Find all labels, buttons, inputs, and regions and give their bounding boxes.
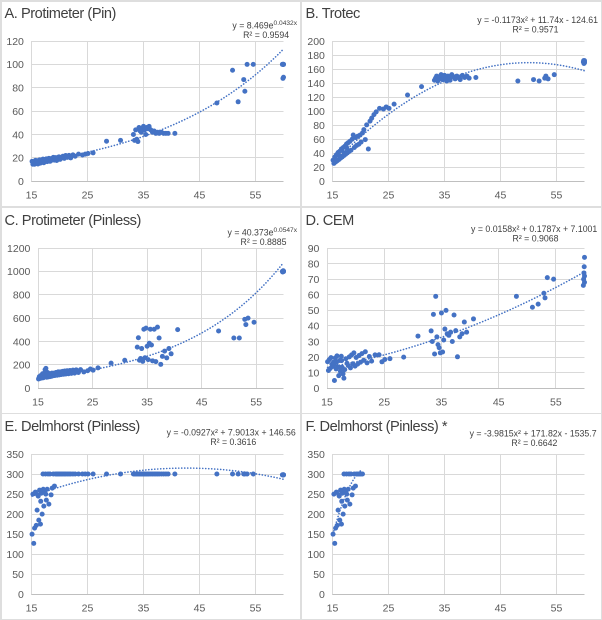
svg-text:R² = 0.9068: R² = 0.9068 [513, 234, 559, 244]
svg-text:50: 50 [313, 569, 325, 581]
svg-text:200: 200 [6, 509, 24, 521]
svg-text:200: 200 [307, 36, 325, 48]
svg-text:120: 120 [6, 36, 24, 48]
svg-text:45: 45 [194, 602, 206, 614]
svg-text:80: 80 [12, 83, 24, 95]
svg-text:45: 45 [194, 189, 206, 201]
svg-text:y = -0.1173x² + 11.74x - 124.6: y = -0.1173x² + 11.74x - 124.61 [477, 15, 598, 25]
svg-text:1000: 1000 [7, 266, 31, 278]
svg-text:250: 250 [6, 489, 24, 501]
svg-text:R² = 0.6642: R² = 0.6642 [511, 438, 557, 448]
svg-text:y = 0.0158x² + 0.1787x + 7.100: y = 0.0158x² + 0.1787x + 7.1001 [471, 224, 597, 234]
svg-text:40: 40 [308, 321, 320, 333]
svg-text:150: 150 [307, 529, 325, 541]
svg-text:55: 55 [250, 396, 262, 408]
svg-text:25: 25 [87, 396, 99, 408]
svg-text:E. Delmhorst (Pinless): E. Delmhorst (Pinless) [5, 419, 140, 435]
svg-text:25: 25 [378, 396, 390, 408]
svg-text:35: 35 [138, 189, 150, 201]
svg-text:40: 40 [313, 148, 325, 160]
svg-text:45: 45 [495, 602, 507, 614]
svg-text:15: 15 [26, 189, 38, 201]
svg-text:40: 40 [12, 129, 24, 141]
svg-text:55: 55 [551, 189, 563, 201]
svg-text:A. Protimeter (Pin): A. Protimeter (Pin) [5, 6, 116, 22]
svg-text:400: 400 [13, 336, 31, 348]
svg-text:y = 8.469e0.0432x: y = 8.469e0.0432x [232, 20, 297, 30]
svg-text:100: 100 [307, 106, 325, 118]
svg-text:180: 180 [307, 50, 325, 62]
svg-text:35: 35 [439, 602, 451, 614]
svg-text:25: 25 [82, 602, 94, 614]
svg-text:0: 0 [25, 383, 31, 395]
svg-text:0: 0 [18, 176, 24, 188]
svg-text:0: 0 [319, 589, 325, 601]
svg-text:45: 45 [495, 189, 507, 201]
svg-text:200: 200 [13, 360, 31, 372]
svg-text:25: 25 [383, 189, 395, 201]
svg-text:50: 50 [308, 305, 320, 317]
svg-text:600: 600 [13, 313, 31, 325]
svg-text:25: 25 [383, 602, 395, 614]
svg-text:35: 35 [138, 602, 150, 614]
svg-text:25: 25 [82, 189, 94, 201]
svg-text:350: 350 [6, 449, 24, 461]
svg-text:20: 20 [12, 153, 24, 165]
svg-text:D. CEM: D. CEM [306, 213, 354, 229]
svg-text:1200: 1200 [7, 243, 31, 255]
svg-text:350: 350 [307, 449, 325, 461]
svg-text:800: 800 [13, 290, 31, 302]
svg-text:90: 90 [308, 243, 320, 255]
svg-text:F. Delmhorst (Pinless) *: F. Delmhorst (Pinless) * [306, 419, 448, 435]
svg-text:10: 10 [308, 368, 320, 380]
svg-text:70: 70 [308, 274, 320, 286]
svg-text:60: 60 [12, 106, 24, 118]
svg-text:15: 15 [327, 189, 339, 201]
svg-text:0: 0 [319, 176, 325, 188]
svg-text:60: 60 [308, 290, 320, 302]
svg-text:y = 40.373e0.0547x: y = 40.373e0.0547x [228, 227, 298, 237]
svg-text:R² = 0.8885: R² = 0.8885 [241, 237, 287, 247]
svg-text:B. Trotec: B. Trotec [306, 6, 360, 22]
svg-text:35: 35 [141, 396, 153, 408]
svg-text:80: 80 [313, 120, 325, 132]
svg-text:15: 15 [327, 602, 339, 614]
svg-text:300: 300 [307, 469, 325, 481]
svg-text:R² = 0.3616: R² = 0.3616 [210, 437, 256, 447]
svg-text:y = -3.9815x² + 171.82x - 1535: y = -3.9815x² + 171.82x - 1535.7 [470, 428, 597, 438]
svg-text:80: 80 [308, 258, 320, 270]
svg-text:15: 15 [32, 396, 44, 408]
svg-text:15: 15 [26, 602, 38, 614]
svg-text:0: 0 [314, 383, 320, 395]
svg-text:20: 20 [313, 162, 325, 174]
svg-text:160: 160 [307, 64, 325, 76]
svg-text:15: 15 [321, 396, 333, 408]
svg-text:100: 100 [307, 549, 325, 561]
svg-text:300: 300 [6, 469, 24, 481]
svg-text:R² = 0.9571: R² = 0.9571 [513, 25, 559, 35]
svg-text:100: 100 [6, 549, 24, 561]
svg-text:C. Protimeter (Pinless): C. Protimeter (Pinless) [5, 213, 141, 229]
svg-text:200: 200 [307, 509, 325, 521]
svg-text:55: 55 [250, 602, 262, 614]
svg-text:55: 55 [551, 602, 563, 614]
svg-text:y = -0.0927x² + 7.9013x + 146.: y = -0.0927x² + 7.9013x + 146.56 [167, 428, 296, 438]
svg-text:35: 35 [436, 396, 448, 408]
svg-text:60: 60 [313, 134, 325, 146]
svg-text:140: 140 [307, 78, 325, 90]
svg-text:55: 55 [250, 189, 262, 201]
svg-text:30: 30 [308, 336, 320, 348]
svg-text:45: 45 [493, 396, 505, 408]
svg-text:120: 120 [307, 92, 325, 104]
svg-text:20: 20 [308, 352, 320, 364]
svg-text:250: 250 [307, 489, 325, 501]
svg-text:45: 45 [196, 396, 208, 408]
svg-text:R² = 0.9594: R² = 0.9594 [243, 30, 289, 40]
svg-text:0: 0 [18, 589, 24, 601]
svg-text:55: 55 [550, 396, 562, 408]
svg-text:35: 35 [439, 189, 451, 201]
svg-text:50: 50 [12, 569, 24, 581]
svg-text:100: 100 [6, 59, 24, 71]
svg-text:150: 150 [6, 529, 24, 541]
